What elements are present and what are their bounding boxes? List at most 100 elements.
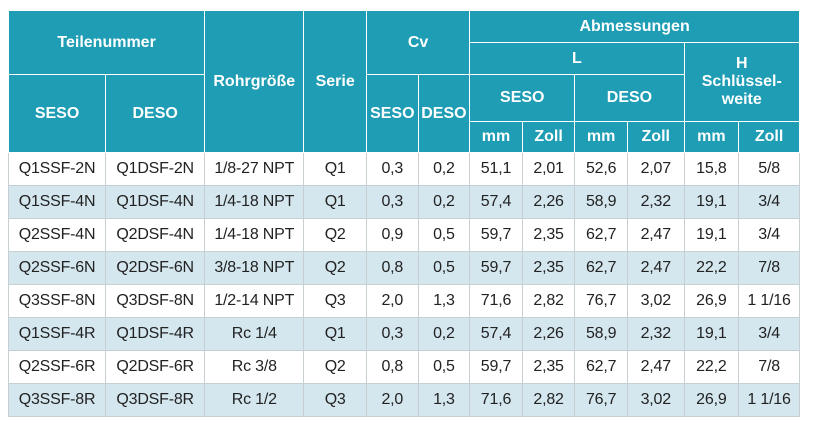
cell-rohr: Rc 1/2: [204, 383, 305, 417]
cell-h-mm: 19,1: [683, 185, 740, 219]
cell-seso: Q1SSF-2N: [7, 152, 107, 186]
header-abmessungen: Abmessungen: [469, 10, 800, 43]
cell-deso-zoll: 3,02: [626, 284, 685, 318]
cell-rohr: 1/2-14 NPT: [204, 284, 305, 318]
cell-seso: Q1SSF-4N: [7, 185, 107, 219]
header-l-deso: DESO: [574, 74, 685, 122]
cell-serie: Q2: [303, 350, 368, 384]
cell-seso-mm: 59,7: [469, 350, 523, 384]
cell-h-mm: 26,9: [683, 383, 740, 417]
cell-cv-seso: 2,0: [366, 284, 419, 318]
cell-h-mm: 15,8: [683, 152, 740, 186]
cell-deso-mm: 76,7: [574, 383, 628, 417]
cell-rohr: 1/4-18 NPT: [204, 218, 305, 252]
cell-h-zoll: 7/8: [738, 350, 800, 384]
cell-seso: Q2SSF-6R: [7, 350, 107, 384]
cell-deso-mm: 58,9: [574, 317, 628, 351]
cell-seso-mm: 51,1: [469, 152, 523, 186]
cell-deso: Q1DSF-4R: [105, 317, 206, 351]
parts-table-container: Teilenummer Rohrgröße Serie Cv Abmessung…: [7, 10, 801, 417]
cell-h-zoll: 1 1/16: [738, 383, 800, 417]
cell-deso-mm: 62,7: [574, 218, 628, 252]
cell-h-zoll: 3/4: [738, 218, 800, 252]
cell-cv-seso: 2,0: [366, 383, 419, 417]
cell-cv-deso: 0,5: [417, 350, 471, 384]
cell-h-zoll: 1 1/16: [738, 284, 800, 318]
cell-seso-mm: 59,7: [469, 218, 523, 252]
cell-rohr: 1/8-27 NPT: [204, 152, 305, 186]
cell-cv-seso: 0,3: [366, 317, 419, 351]
cell-deso-mm: 62,7: [574, 350, 628, 384]
cell-rohr: 3/8-18 NPT: [204, 251, 305, 285]
cell-h-mm: 19,1: [683, 218, 740, 252]
cell-seso-zoll: 2,35: [521, 251, 576, 285]
cell-seso: Q1SSF-4R: [7, 317, 107, 351]
cell-serie: Q3: [303, 284, 368, 318]
cell-deso: Q3DSF-8N: [105, 284, 206, 318]
header-schluesselweite: Schlüssel- weite: [701, 73, 782, 108]
header-teil-deso: DESO: [105, 74, 206, 153]
cell-seso-zoll: 2,01: [521, 152, 576, 186]
header-cv-deso: DESO: [417, 74, 471, 153]
cell-rohr: 1/4-18 NPT: [204, 185, 305, 219]
cell-seso-zoll: 2,35: [521, 350, 576, 384]
cell-cv-seso: 0,3: [366, 185, 419, 219]
cell-cv-deso: 1,3: [417, 383, 471, 417]
cell-serie: Q2: [303, 251, 368, 285]
table-row: Q2SSF-6N Q2DSF-6N 3/8-18 NPT Q2 0,8 0,5 59,7 2,…: [7, 251, 800, 285]
cell-seso-mm: 59,7: [469, 251, 523, 285]
cell-seso: Q2SSF-4N: [7, 218, 107, 252]
cell-rohr: Rc 1/4: [204, 317, 305, 351]
cell-deso-mm: 76,7: [574, 284, 628, 318]
cell-serie: Q1: [303, 317, 368, 351]
cell-rohr: Rc 3/8: [204, 350, 305, 384]
header-h-mm: mm: [683, 121, 740, 153]
header-l-seso-zoll: Zoll: [521, 121, 576, 153]
table-row: Q2SSF-6R Q2DSF-6R Rc 3/8 Q2 0,8 0,5 59,7 2,35 62…: [7, 350, 800, 384]
cell-deso: Q1DSF-4N: [105, 185, 206, 219]
cell-h-zoll: 5/8: [738, 152, 800, 186]
cell-serie: Q2: [303, 218, 368, 252]
cell-deso-zoll: 2,07: [626, 152, 685, 186]
cell-cv-deso: 0,2: [417, 185, 471, 219]
cell-deso-zoll: 2,47: [626, 251, 685, 285]
header-cv: Cv: [366, 10, 471, 75]
header-serie: Serie: [303, 10, 368, 153]
cell-serie: Q1: [303, 152, 368, 186]
cell-deso: Q2DSF-6N: [105, 251, 206, 285]
cell-cv-deso: 0,2: [417, 152, 471, 186]
cell-deso: Q3DSF-8R: [105, 383, 206, 417]
header-cv-seso: SESO: [366, 74, 419, 153]
cell-seso-zoll: 2,35: [521, 218, 576, 252]
cell-cv-deso: 0,2: [417, 317, 471, 351]
cell-h-mm: 26,9: [683, 284, 740, 318]
cell-h-zoll: 3/4: [738, 185, 800, 219]
cell-deso: Q2DSF-4N: [105, 218, 206, 252]
cell-serie: Q1: [303, 185, 368, 219]
header-l: L: [469, 42, 685, 75]
table-row: Q1SSF-2N Q1DSF-2N 1/8-27 NPT Q1 0,3 0,2 51,1 2,…: [7, 152, 800, 186]
cell-cv-seso: 0,9: [366, 218, 419, 252]
cell-deso-zoll: 2,47: [626, 350, 685, 384]
cell-seso: Q3SSF-8N: [7, 284, 107, 318]
cell-deso-zoll: 3,02: [626, 383, 685, 417]
cell-h-zoll: 7/8: [738, 251, 800, 285]
cell-seso-zoll: 2,82: [521, 383, 576, 417]
cell-cv-seso: 0,3: [366, 152, 419, 186]
cell-deso-zoll: 2,32: [626, 317, 685, 351]
parts-table: Teilenummer Rohrgröße Serie Cv Abmessung…: [7, 10, 801, 417]
cell-h-mm: 22,2: [683, 251, 740, 285]
header-rohrgroesse: Rohrgröße: [204, 10, 305, 153]
table-row: Q3SSF-8N Q3DSF-8N 1/2-14 NPT Q3 2,0 1,3 71,6 2,…: [7, 284, 800, 318]
cell-cv-deso: 0,5: [417, 218, 471, 252]
cell-h-mm: 22,2: [683, 350, 740, 384]
cell-h-zoll: 3/4: [738, 317, 800, 351]
header-teil-seso: SESO: [7, 74, 107, 153]
cell-seso-mm: 57,4: [469, 185, 523, 219]
cell-serie: Q3: [303, 383, 368, 417]
header-l-seso-mm: mm: [469, 121, 523, 153]
cell-seso-zoll: 2,26: [521, 317, 576, 351]
table-row: Q1SSF-4N Q1DSF-4N 1/4-18 NPT Q1 0,3 0,2 57,4 2,…: [7, 185, 800, 219]
cell-cv-seso: 0,8: [366, 251, 419, 285]
table-header: Teilenummer Rohrgröße Serie Cv Abmessung…: [7, 10, 801, 153]
